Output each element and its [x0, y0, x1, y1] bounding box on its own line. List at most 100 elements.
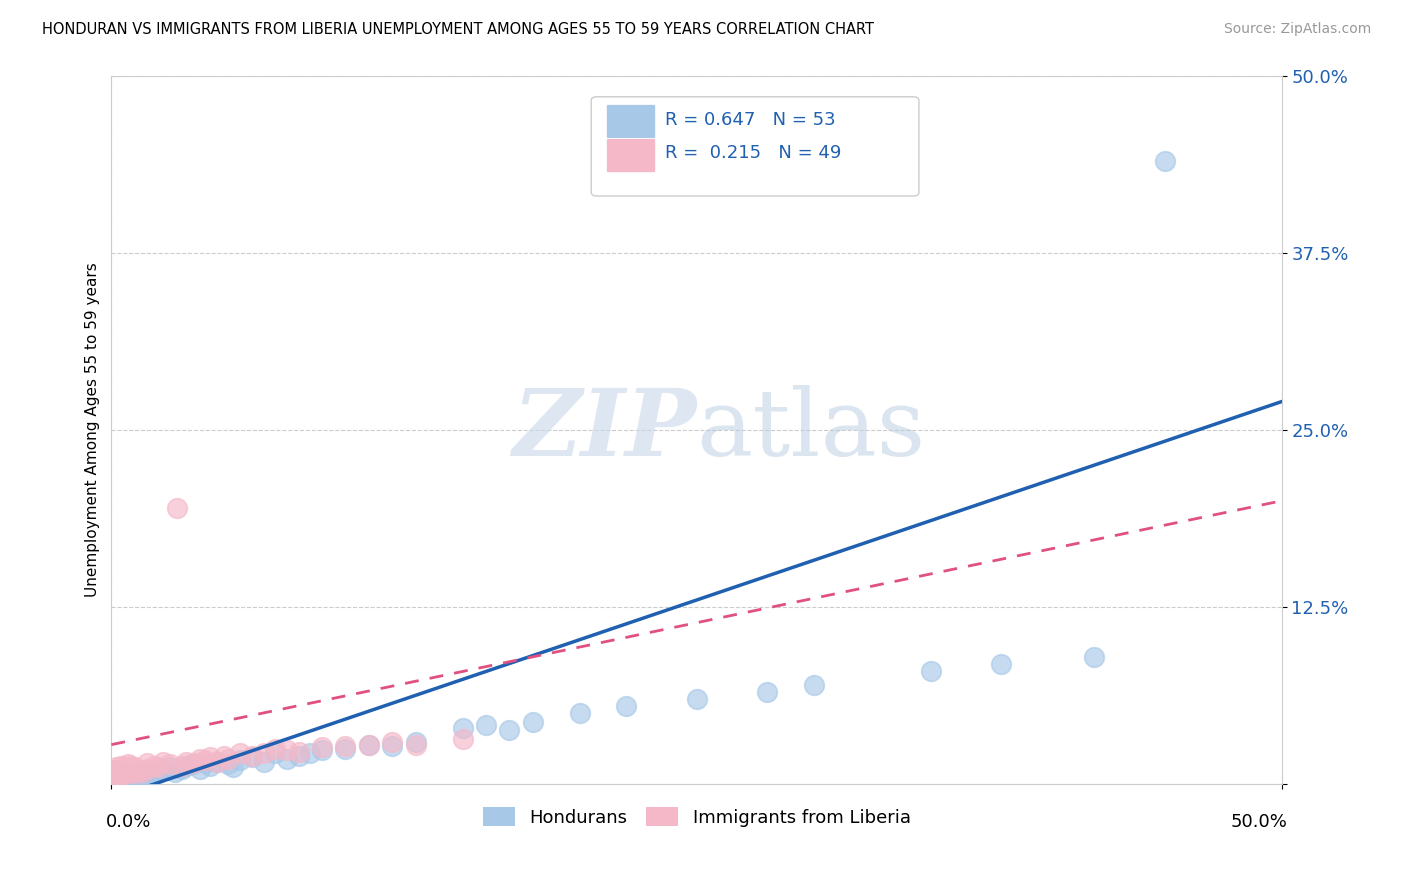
- Point: [112, 762, 135, 776]
- Point: [205, 755, 228, 769]
- Point: [920, 664, 942, 678]
- Point: [614, 699, 637, 714]
- Point: [112, 770, 135, 784]
- Point: [117, 757, 139, 772]
- Point: [264, 742, 287, 756]
- Point: [103, 763, 125, 777]
- Point: [120, 769, 142, 783]
- Point: [110, 763, 132, 777]
- Point: [222, 760, 245, 774]
- Point: [755, 685, 778, 699]
- Point: [381, 739, 404, 753]
- Point: [120, 759, 142, 773]
- Point: [217, 752, 239, 766]
- Point: [264, 746, 287, 760]
- Text: HONDURAN VS IMMIGRANTS FROM LIBERIA UNEMPLOYMENT AMONG AGES 55 TO 59 YEARS CORRE: HONDURAN VS IMMIGRANTS FROM LIBERIA UNEM…: [42, 22, 875, 37]
- Point: [475, 718, 498, 732]
- Point: [121, 773, 143, 788]
- Point: [803, 678, 825, 692]
- Point: [568, 706, 591, 721]
- Point: [103, 763, 125, 777]
- Y-axis label: Unemployment Among Ages 55 to 59 years: Unemployment Among Ages 55 to 59 years: [86, 262, 100, 598]
- Point: [335, 742, 357, 756]
- Point: [135, 764, 157, 779]
- Point: [198, 759, 221, 773]
- Point: [381, 735, 404, 749]
- Point: [120, 763, 142, 777]
- Point: [311, 740, 333, 755]
- Point: [105, 766, 128, 780]
- Point: [357, 738, 380, 752]
- Point: [124, 767, 146, 781]
- Text: R = 0.647   N = 53: R = 0.647 N = 53: [665, 112, 835, 129]
- Point: [110, 759, 132, 773]
- Point: [107, 769, 129, 783]
- Point: [131, 764, 153, 779]
- Point: [229, 746, 252, 760]
- Point: [114, 767, 136, 781]
- Point: [240, 750, 263, 764]
- Point: [112, 766, 135, 780]
- Point: [142, 759, 165, 773]
- Point: [311, 743, 333, 757]
- Point: [128, 766, 150, 780]
- Text: atlas: atlas: [696, 385, 925, 475]
- Point: [405, 735, 427, 749]
- Point: [229, 753, 252, 767]
- Point: [194, 756, 217, 770]
- Point: [163, 764, 186, 779]
- Point: [405, 738, 427, 752]
- Point: [685, 692, 707, 706]
- Point: [114, 767, 136, 781]
- Point: [100, 770, 122, 784]
- Point: [522, 714, 544, 729]
- Text: ZIP: ZIP: [512, 385, 696, 475]
- Point: [451, 721, 474, 735]
- Point: [183, 756, 205, 770]
- Point: [198, 750, 221, 764]
- Point: [287, 745, 309, 759]
- Point: [176, 759, 198, 773]
- Point: [252, 755, 274, 769]
- Point: [194, 753, 217, 767]
- Point: [107, 766, 129, 780]
- Point: [110, 769, 132, 783]
- Point: [335, 739, 357, 753]
- FancyBboxPatch shape: [606, 138, 655, 173]
- Point: [159, 760, 181, 774]
- Point: [152, 755, 174, 769]
- Point: [252, 746, 274, 760]
- Text: R =  0.215   N = 49: R = 0.215 N = 49: [665, 145, 841, 162]
- Point: [148, 766, 170, 780]
- Point: [299, 746, 322, 760]
- Point: [124, 766, 146, 780]
- Point: [117, 764, 139, 779]
- Point: [276, 752, 298, 766]
- Point: [498, 723, 520, 738]
- Point: [176, 755, 198, 769]
- Point: [217, 757, 239, 772]
- Point: [138, 769, 160, 783]
- FancyBboxPatch shape: [592, 97, 920, 196]
- Point: [212, 748, 235, 763]
- Point: [357, 738, 380, 752]
- Point: [451, 731, 474, 746]
- Point: [142, 767, 165, 781]
- Legend: Hondurans, Immigrants from Liberia: Hondurans, Immigrants from Liberia: [475, 800, 918, 834]
- Point: [107, 764, 129, 779]
- Point: [188, 752, 211, 766]
- Point: [105, 760, 128, 774]
- Point: [152, 763, 174, 777]
- Point: [183, 757, 205, 772]
- Point: [170, 762, 193, 776]
- Point: [114, 760, 136, 774]
- Point: [103, 767, 125, 781]
- Point: [131, 770, 153, 784]
- Point: [135, 762, 157, 776]
- Text: Source: ZipAtlas.com: Source: ZipAtlas.com: [1223, 22, 1371, 37]
- Point: [240, 748, 263, 763]
- Point: [124, 760, 146, 774]
- Point: [276, 743, 298, 757]
- Point: [188, 762, 211, 776]
- Point: [105, 770, 128, 784]
